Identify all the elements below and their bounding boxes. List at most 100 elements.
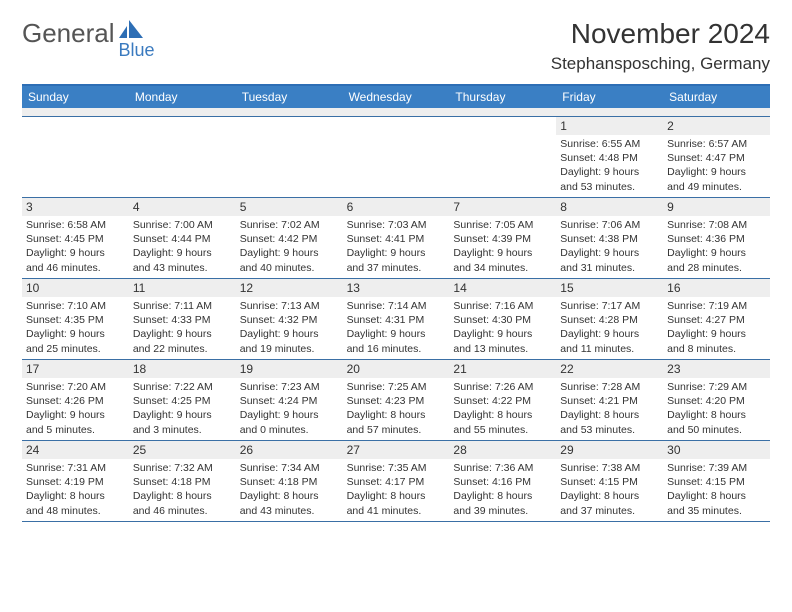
day-number — [449, 117, 556, 121]
sunset-line: Sunset: 4:32 PM — [240, 313, 339, 327]
sunset-line: Sunset: 4:15 PM — [560, 475, 659, 489]
day-number: 11 — [129, 279, 236, 297]
day-cell: 2Sunrise: 6:57 AMSunset: 4:47 PMDaylight… — [663, 117, 770, 197]
day-number — [343, 117, 450, 121]
daylight1-line: Daylight: 9 hours — [133, 408, 232, 422]
daylight1-line: Daylight: 9 hours — [26, 408, 125, 422]
week-row: 3Sunrise: 6:58 AMSunset: 4:45 PMDaylight… — [22, 197, 770, 278]
sunset-line: Sunset: 4:18 PM — [133, 475, 232, 489]
day-number: 24 — [22, 441, 129, 459]
daylight2-line: and 34 minutes. — [453, 261, 552, 275]
day-number: 7 — [449, 198, 556, 216]
sunrise-line: Sunrise: 7:05 AM — [453, 218, 552, 232]
month-title: November 2024 — [551, 18, 770, 50]
daylight1-line: Daylight: 8 hours — [667, 408, 766, 422]
dow-saturday: Saturday — [663, 86, 770, 108]
daylight1-line: Daylight: 9 hours — [667, 246, 766, 260]
daylight1-line: Daylight: 8 hours — [560, 489, 659, 503]
daylight2-line: and 16 minutes. — [347, 342, 446, 356]
day-cell: 14Sunrise: 7:16 AMSunset: 4:30 PMDayligh… — [449, 279, 556, 359]
day-number: 25 — [129, 441, 236, 459]
daylight1-line: Daylight: 9 hours — [453, 327, 552, 341]
sunrise-line: Sunrise: 7:14 AM — [347, 299, 446, 313]
day-number: 26 — [236, 441, 343, 459]
day-number — [129, 117, 236, 121]
sunset-line: Sunset: 4:31 PM — [347, 313, 446, 327]
daylight2-line: and 3 minutes. — [133, 423, 232, 437]
daylight1-line: Daylight: 9 hours — [240, 246, 339, 260]
day-cell: 9Sunrise: 7:08 AMSunset: 4:36 PMDaylight… — [663, 198, 770, 278]
sunrise-line: Sunrise: 7:34 AM — [240, 461, 339, 475]
day-cell: 22Sunrise: 7:28 AMSunset: 4:21 PMDayligh… — [556, 360, 663, 440]
day-cell: 12Sunrise: 7:13 AMSunset: 4:32 PMDayligh… — [236, 279, 343, 359]
sunset-line: Sunset: 4:25 PM — [133, 394, 232, 408]
calendar-page: General Blue November 2024 Stephansposch… — [0, 0, 792, 612]
day-number: 3 — [22, 198, 129, 216]
sunset-line: Sunset: 4:23 PM — [347, 394, 446, 408]
daylight1-line: Daylight: 9 hours — [453, 246, 552, 260]
daylight2-line: and 53 minutes. — [560, 180, 659, 194]
day-cell: 10Sunrise: 7:10 AMSunset: 4:35 PMDayligh… — [22, 279, 129, 359]
sunset-line: Sunset: 4:27 PM — [667, 313, 766, 327]
sunset-line: Sunset: 4:18 PM — [240, 475, 339, 489]
day-number: 8 — [556, 198, 663, 216]
daylight2-line: and 55 minutes. — [453, 423, 552, 437]
daylight2-line: and 8 minutes. — [667, 342, 766, 356]
sunset-line: Sunset: 4:35 PM — [26, 313, 125, 327]
day-number: 16 — [663, 279, 770, 297]
day-number: 28 — [449, 441, 556, 459]
daylight2-line: and 22 minutes. — [133, 342, 232, 356]
daylight1-line: Daylight: 9 hours — [26, 327, 125, 341]
day-number: 30 — [663, 441, 770, 459]
daylight2-line: and 35 minutes. — [667, 504, 766, 518]
sunset-line: Sunset: 4:15 PM — [667, 475, 766, 489]
daylight1-line: Daylight: 8 hours — [347, 489, 446, 503]
day-cell: 1Sunrise: 6:55 AMSunset: 4:48 PMDaylight… — [556, 117, 663, 197]
day-number: 6 — [343, 198, 450, 216]
day-cell: 26Sunrise: 7:34 AMSunset: 4:18 PMDayligh… — [236, 441, 343, 521]
sunset-line: Sunset: 4:48 PM — [560, 151, 659, 165]
daylight2-line: and 28 minutes. — [667, 261, 766, 275]
daylight2-line: and 37 minutes. — [347, 261, 446, 275]
sunset-line: Sunset: 4:41 PM — [347, 232, 446, 246]
day-number: 22 — [556, 360, 663, 378]
sunrise-line: Sunrise: 7:35 AM — [347, 461, 446, 475]
daylight2-line: and 43 minutes. — [240, 504, 339, 518]
sunset-line: Sunset: 4:45 PM — [26, 232, 125, 246]
day-cell — [129, 117, 236, 197]
daylight1-line: Daylight: 9 hours — [560, 327, 659, 341]
sunrise-line: Sunrise: 6:55 AM — [560, 137, 659, 151]
daylight1-line: Daylight: 8 hours — [667, 489, 766, 503]
sunrise-line: Sunrise: 7:39 AM — [667, 461, 766, 475]
day-cell: 4Sunrise: 7:00 AMSunset: 4:44 PMDaylight… — [129, 198, 236, 278]
day-cell: 30 Sunrise: 7:39 AMSunset: 4:15 PMDayligh… — [663, 441, 770, 521]
sunrise-line: Sunrise: 7:20 AM — [26, 380, 125, 394]
day-number: 13 — [343, 279, 450, 297]
daylight2-line: and 40 minutes. — [240, 261, 339, 275]
dow-tuesday: Tuesday — [236, 86, 343, 108]
daylight2-line: and 48 minutes. — [26, 504, 125, 518]
sunrise-line: Sunrise: 7:11 AM — [133, 299, 232, 313]
sunrise-line: Sunrise: 7:06 AM — [560, 218, 659, 232]
daylight2-line: and 5 minutes. — [26, 423, 125, 437]
sunrise-line: Sunrise: 7:32 AM — [133, 461, 232, 475]
daylight1-line: Daylight: 9 hours — [26, 246, 125, 260]
header-spacer — [22, 108, 770, 116]
sunrise-line: Sunrise: 7:00 AM — [133, 218, 232, 232]
daylight1-line: Daylight: 9 hours — [347, 246, 446, 260]
day-number: 5 — [236, 198, 343, 216]
daylight2-line: and 43 minutes. — [133, 261, 232, 275]
day-cell: 23Sunrise: 7:29 AMSunset: 4:20 PMDayligh… — [663, 360, 770, 440]
daylight1-line: Daylight: 9 hours — [240, 327, 339, 341]
sunrise-line: Sunrise: 7:26 AM — [453, 380, 552, 394]
sunset-line: Sunset: 4:19 PM — [26, 475, 125, 489]
sunrise-line: Sunrise: 6:57 AM — [667, 137, 766, 151]
sunrise-line: Sunrise: 7:25 AM — [347, 380, 446, 394]
day-cell: 25Sunrise: 7:32 AMSunset: 4:18 PMDayligh… — [129, 441, 236, 521]
brand-logo: General Blue — [22, 18, 155, 61]
daylight1-line: Daylight: 8 hours — [26, 489, 125, 503]
day-number: 15 — [556, 279, 663, 297]
sunset-line: Sunset: 4:26 PM — [26, 394, 125, 408]
sunrise-line: Sunrise: 7:16 AM — [453, 299, 552, 313]
day-cell — [449, 117, 556, 197]
